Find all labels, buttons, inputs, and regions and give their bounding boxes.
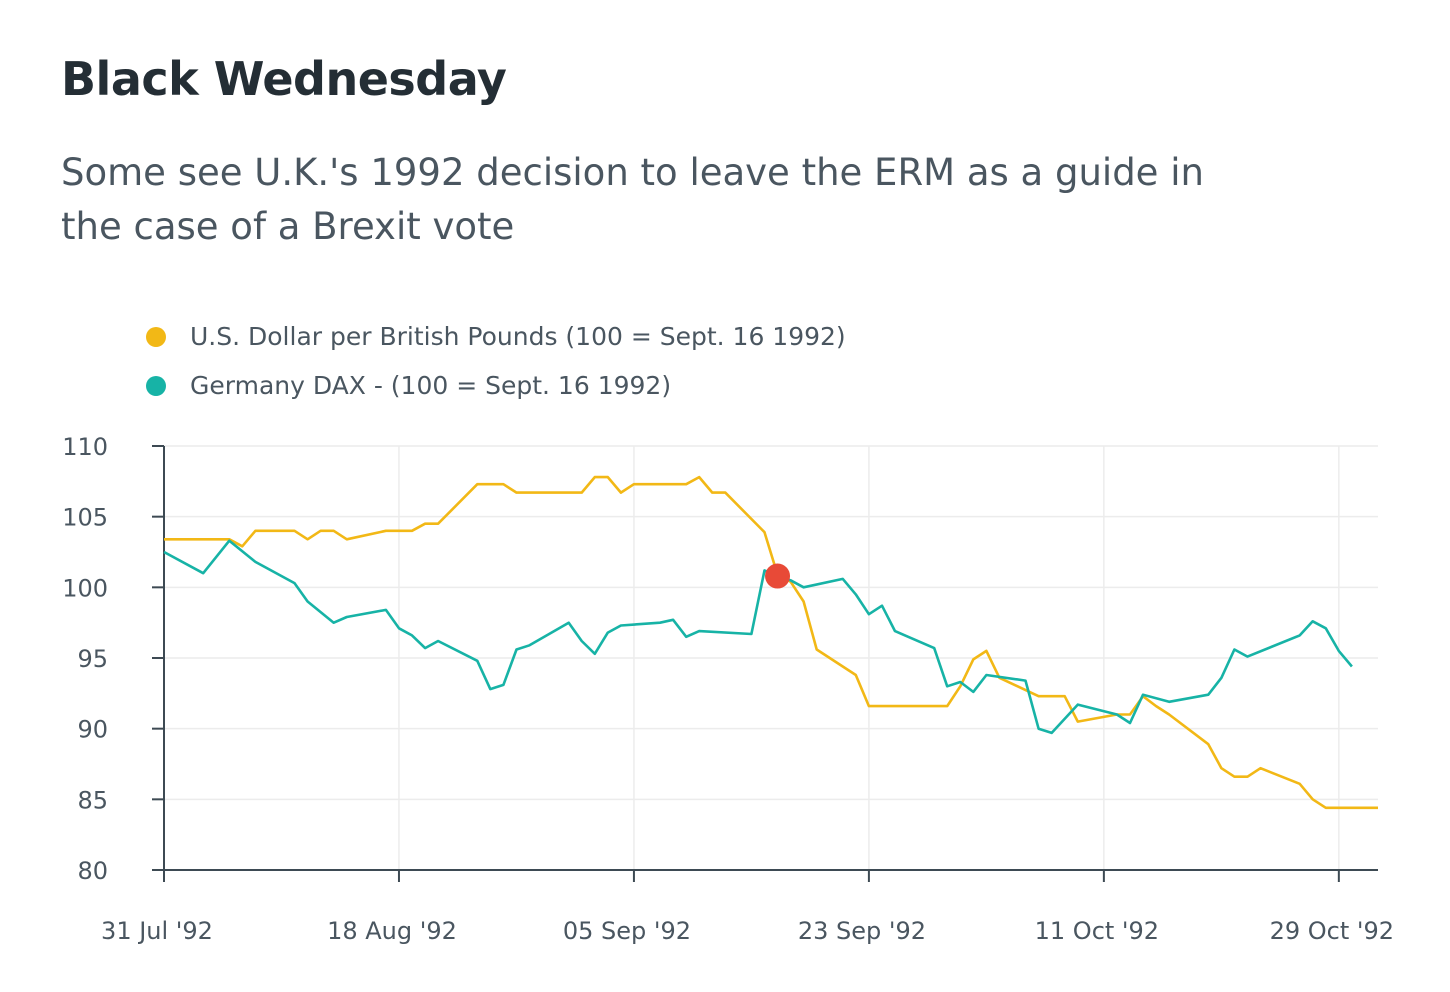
y-tick-label: 100 [62, 574, 108, 602]
x-tick-label: 29 Oct '92 [1270, 917, 1394, 945]
legend-swatch-gbp [146, 326, 166, 347]
y-tick-label: 85 [77, 786, 108, 814]
y-tick-label: 105 [62, 504, 108, 532]
series-line-dax[interactable] [163, 539, 1353, 735]
chart-title: Black Wednesday [61, 52, 507, 106]
x-tick-label: 18 Aug '92 [327, 917, 457, 945]
x-tick-label: 31 Jul '92 [101, 917, 213, 945]
y-tick-label: 80 [77, 857, 108, 885]
series-lines [163, 475, 1378, 810]
legend: U.S. Dollar per British Pounds (100 = Se… [146, 312, 846, 410]
gridlines [164, 445, 1378, 870]
legend-label-dax: Germany DAX - (100 = Sept. 16 1992) [190, 371, 672, 400]
legend-item-gbp[interactable]: U.S. Dollar per British Pounds (100 = Se… [146, 312, 846, 361]
y-tick-label: 110 [62, 433, 108, 461]
y-tick-label: 95 [77, 645, 108, 673]
legend-label-gbp: U.S. Dollar per British Pounds (100 = Se… [190, 322, 846, 351]
black-wednesday-marker[interactable] [765, 563, 791, 589]
chart-subtitle: Some see U.K.'s 1992 decision to leave t… [61, 151, 1204, 248]
x-tick-label: 11 Oct '92 [1035, 917, 1159, 945]
markers [765, 563, 791, 589]
x-tick-label: 23 Sep '92 [798, 917, 926, 945]
x-tick-label: 05 Sep '92 [563, 917, 691, 945]
axes: 80 85 90 95 100 105 110 31 Jul '92 18 Aug '92 05 … [62, 433, 1394, 945]
legend-swatch-dax [146, 375, 166, 396]
series-line-gbp[interactable] [164, 475, 1378, 810]
legend-item-dax[interactable]: Germany DAX - (100 = Sept. 16 1992) [146, 361, 846, 410]
y-tick-label: 90 [77, 716, 108, 744]
